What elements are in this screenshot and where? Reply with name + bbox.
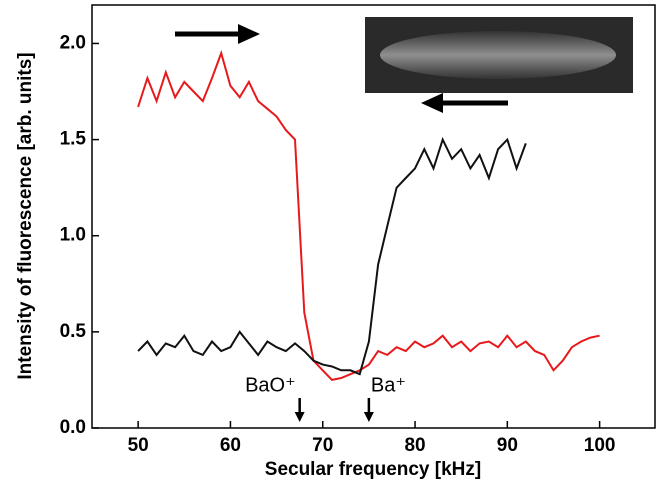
plot-frame [91, 4, 656, 429]
annotation-label: Ba⁺ [371, 374, 406, 396]
y-axis-label: Intensity of fluorescence [arb. units] [15, 52, 36, 379]
series-line [137, 49, 600, 381]
inset-ion-cloud [380, 31, 616, 79]
annotation-arrow-head [294, 412, 305, 422]
direction-arrow-head [421, 93, 443, 113]
x-tick-label: 70 [312, 435, 333, 456]
y-tick-label: 2.0 [60, 32, 86, 53]
annotation-label: BaO⁺ [245, 374, 296, 396]
direction-arrow-head [238, 24, 260, 44]
x-tick-label: 90 [497, 435, 518, 456]
x-tick-label: 60 [220, 435, 241, 456]
y-tick-label: 1.5 [60, 129, 87, 150]
x-axis-label: Secular frequency [kHz] [265, 459, 481, 480]
series-line [137, 136, 527, 376]
y-tick-label: 1.0 [60, 225, 86, 246]
x-tick-label: 50 [128, 435, 149, 456]
x-tick-label: 80 [404, 435, 425, 456]
x-tick-label: 100 [584, 435, 616, 456]
y-tick-label: 0.0 [60, 417, 86, 438]
annotation-arrow-head [363, 412, 374, 422]
y-tick-label: 0.5 [60, 321, 87, 342]
